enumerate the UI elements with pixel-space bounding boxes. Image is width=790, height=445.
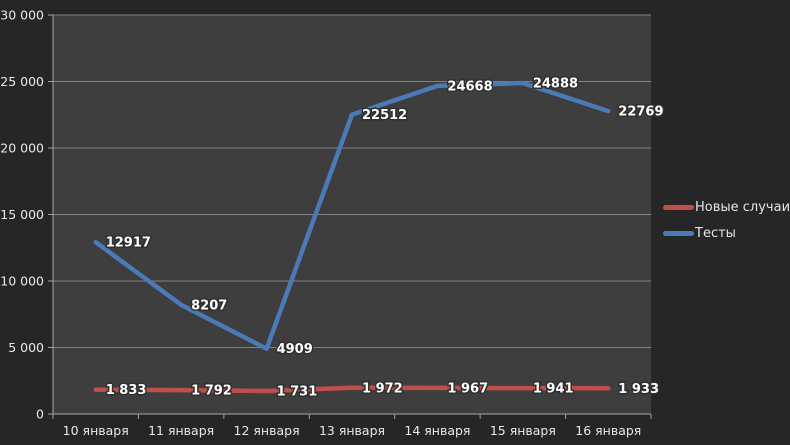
y-axis-tick-label: 0: [36, 407, 44, 422]
x-axis-category-label: 13 января: [319, 423, 385, 438]
x-axis-category-label: 16 января: [575, 423, 641, 438]
legend-label-tests: Тесты: [695, 226, 736, 241]
x-axis-category-label: 15 января: [490, 423, 556, 438]
series-line-tests: [93, 80, 611, 351]
y-axis-tick-label: 30 000: [0, 8, 44, 23]
data-label-new-cases: 1 833: [106, 383, 147, 398]
legend-label-new-cases: Новые случаи: [695, 200, 790, 215]
legend-item-tests[interactable]: Тесты: [663, 224, 790, 243]
legend-swatch-new-cases-icon: [663, 205, 694, 210]
data-label-new-cases: 1 933: [618, 382, 659, 397]
y-axis-tick-label: 5 000: [8, 340, 44, 355]
y-axis-tick-label: 20 000: [0, 141, 44, 156]
x-axis-category-label: 11 января: [148, 423, 214, 438]
data-label-tests: 12917: [106, 236, 151, 251]
data-label-new-cases: 1 731: [277, 384, 318, 399]
legend-swatch-tests-icon: [663, 231, 694, 236]
data-label-tests: 8207: [191, 298, 227, 313]
data-label-new-cases: 1 792: [191, 384, 232, 399]
data-label-tests: 22512: [362, 108, 407, 123]
y-axis-tick-label: 15 000: [0, 207, 44, 222]
x-axis-category-label: 10 января: [63, 423, 129, 438]
data-label-tests: 4909: [277, 342, 313, 357]
data-label-tests: 22769: [618, 105, 663, 120]
data-label-tests: 24668: [447, 79, 492, 94]
y-axis-tick-label: 10 000: [0, 274, 44, 289]
data-label-new-cases: 1 972: [362, 381, 403, 396]
x-axis-category-label: 14 января: [404, 423, 470, 438]
data-label-tests: 24888: [533, 76, 578, 91]
data-label-new-cases: 1 967: [447, 381, 488, 396]
series-line-new-cases: [93, 385, 611, 394]
legend-item-new-cases[interactable]: Новые случаи: [663, 198, 790, 217]
x-axis-category-label: 12 января: [234, 423, 300, 438]
y-axis-tick-label: 25 000: [0, 74, 44, 89]
legend: Новые случаи Тесты: [663, 198, 790, 243]
data-label-new-cases: 1 941: [533, 382, 574, 397]
